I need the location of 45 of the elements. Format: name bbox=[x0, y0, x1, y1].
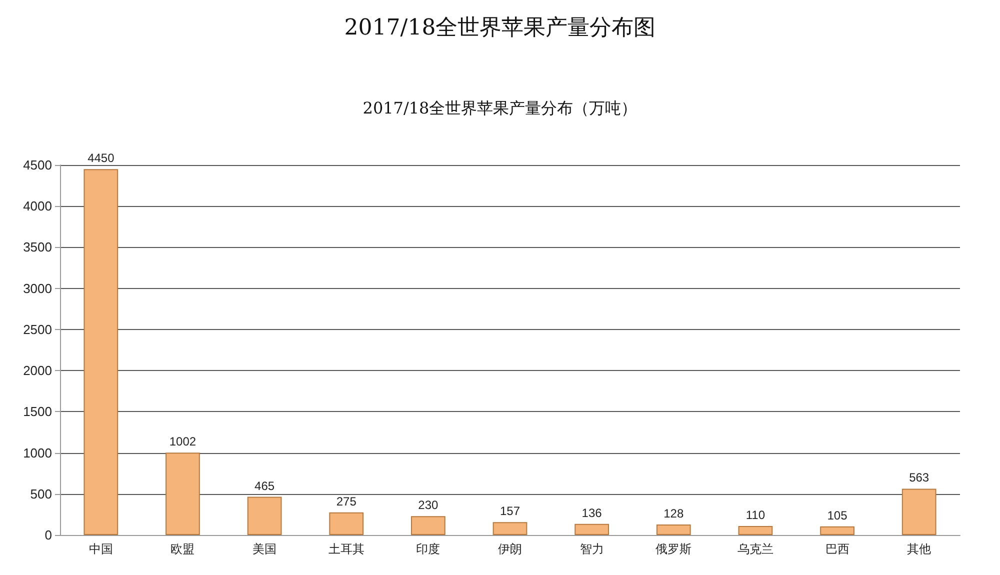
data-label: 110 bbox=[746, 508, 766, 522]
bar bbox=[902, 488, 936, 535]
chart-title: 2017/18全世界苹果产量分布图 bbox=[344, 16, 656, 40]
y-tick-label: 1500 bbox=[23, 404, 52, 420]
x-tick-label: 伊朗 bbox=[498, 542, 522, 556]
y-tick-label: 500 bbox=[30, 486, 52, 502]
bar bbox=[247, 496, 282, 535]
data-label: 136 bbox=[582, 506, 602, 520]
x-tick-label: 乌克兰 bbox=[737, 542, 774, 556]
bar bbox=[820, 526, 854, 535]
bar bbox=[411, 516, 446, 535]
x-tick-label: 土耳其 bbox=[328, 542, 364, 556]
bar bbox=[84, 169, 118, 535]
y-tick-label: 2000 bbox=[23, 363, 52, 378]
x-tick-label: 俄罗斯 bbox=[656, 542, 692, 556]
data-label: 105 bbox=[827, 508, 848, 522]
y-tick-label: 3500 bbox=[23, 240, 52, 255]
y-tick-label: 1000 bbox=[23, 445, 52, 460]
data-label: 128 bbox=[664, 506, 684, 520]
bar bbox=[738, 526, 773, 535]
bar bbox=[166, 452, 200, 535]
x-tick-label: 中国 bbox=[88, 542, 113, 556]
data-label: 563 bbox=[909, 470, 930, 485]
x-tick-label: 巴西 bbox=[825, 542, 850, 556]
y-tick-label: 3000 bbox=[23, 280, 52, 296]
x-tick-label: 其他 bbox=[907, 542, 932, 556]
y-tick-label: 0 bbox=[44, 528, 52, 542]
x-tick-label: 智力 bbox=[580, 542, 604, 556]
data-label: 465 bbox=[254, 478, 275, 493]
y-tick-label: 2500 bbox=[23, 322, 52, 337]
bar bbox=[492, 522, 528, 535]
y-tick-label: 4500 bbox=[23, 158, 52, 172]
bar bbox=[656, 524, 691, 535]
bar bbox=[329, 512, 364, 535]
x-tick-label: 印度 bbox=[416, 542, 440, 556]
data-label: 1002 bbox=[169, 434, 196, 449]
x-tick-label: 欧盟 bbox=[170, 542, 195, 556]
data-label: 4450 bbox=[88, 151, 115, 166]
bar bbox=[574, 524, 609, 535]
data-label: 275 bbox=[336, 494, 357, 508]
y-tick-label: 4000 bbox=[23, 198, 52, 214]
x-tick-label: 美国 bbox=[252, 542, 277, 556]
data-label: 157 bbox=[500, 504, 520, 518]
data-label: 230 bbox=[418, 498, 439, 512]
chart-subtitle: 2017/18全世界苹果产量分布（万吨） bbox=[362, 98, 638, 118]
